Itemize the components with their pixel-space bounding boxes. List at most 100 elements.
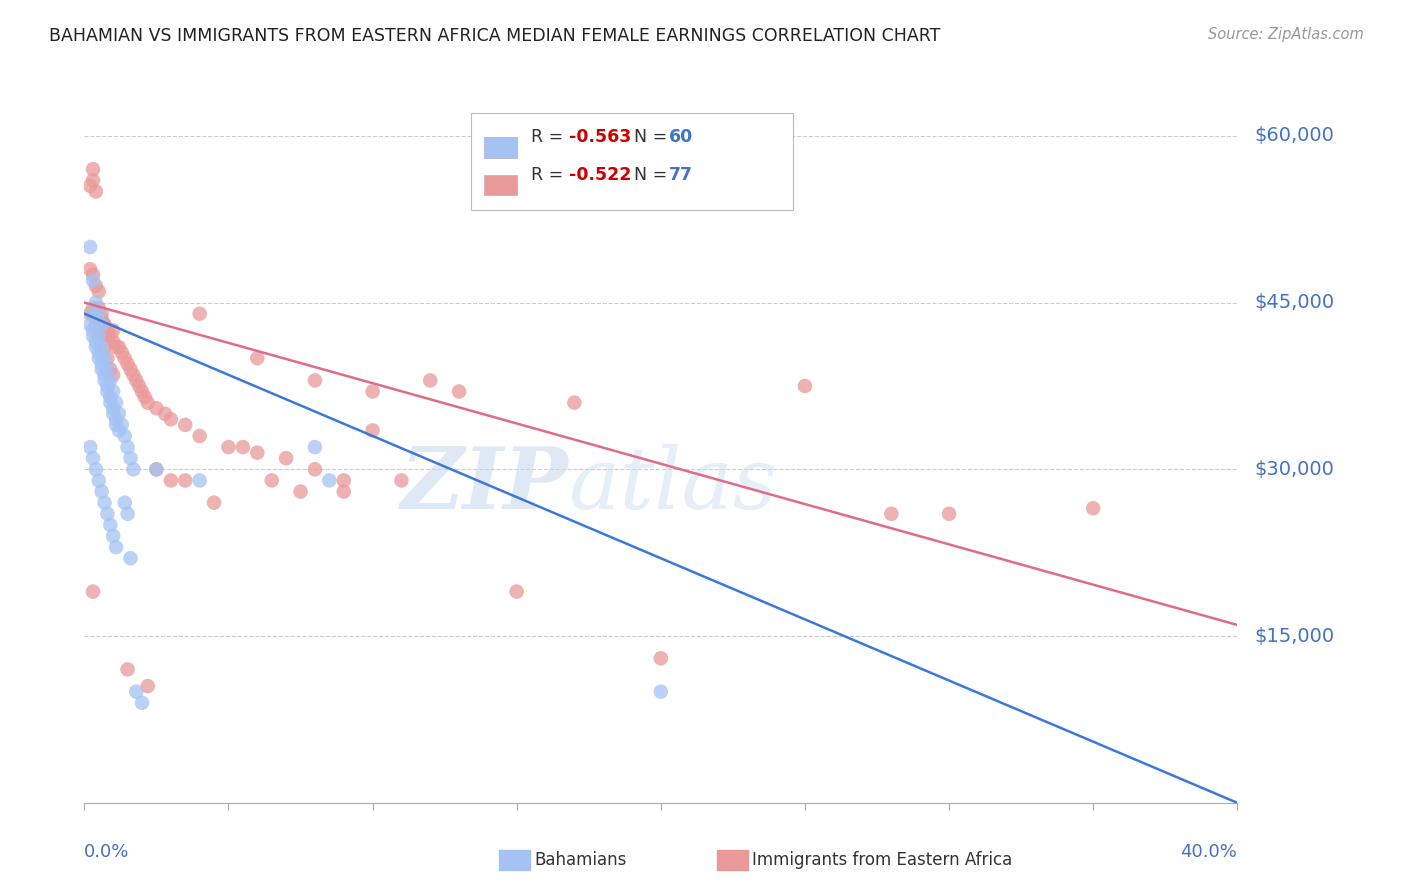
Point [120, 551, 142, 566]
Text: Bahamians: Bahamians [534, 851, 627, 869]
Point [276, 451, 298, 466]
Text: 0.0%: 0.0% [84, 843, 129, 861]
Point [84, 334, 107, 349]
Point [125, 373, 148, 387]
Point [93, 373, 115, 387]
Text: 40.0%: 40.0% [1181, 843, 1237, 861]
Point [218, 440, 240, 454]
Text: R =: R = [530, 166, 568, 184]
Point [96, 323, 118, 337]
Point [93, 318, 115, 332]
Point [96, 384, 118, 399]
Point [79, 240, 101, 254]
Point [333, 484, 356, 499]
Point [108, 340, 131, 354]
Point [650, 684, 672, 698]
Point [98, 390, 121, 404]
Point [96, 379, 118, 393]
Point [96, 329, 118, 343]
Point [202, 496, 225, 510]
Text: ZIP: ZIP [401, 443, 568, 526]
Point [114, 429, 136, 443]
Point [103, 407, 124, 421]
Point [114, 351, 136, 366]
Point [122, 462, 145, 476]
Point [90, 357, 112, 371]
Point [122, 368, 145, 382]
Point [82, 173, 104, 187]
Point [82, 307, 104, 321]
Point [96, 362, 118, 376]
Point [87, 345, 110, 359]
Point [145, 462, 167, 476]
Point [246, 351, 269, 366]
Point [136, 679, 159, 693]
Point [120, 362, 142, 376]
Text: Immigrants from Eastern Africa: Immigrants from Eastern Africa [752, 851, 1012, 869]
Point [87, 329, 110, 343]
Point [79, 440, 101, 454]
Point [84, 295, 107, 310]
Point [90, 329, 112, 343]
Point [145, 462, 167, 476]
Point [84, 318, 107, 332]
Point [103, 401, 124, 416]
Text: $30,000: $30,000 [1254, 460, 1334, 479]
Point [304, 373, 326, 387]
Point [98, 329, 121, 343]
Point [304, 440, 326, 454]
Point [98, 373, 121, 387]
Point [108, 424, 131, 438]
Point [564, 395, 586, 409]
Point [153, 407, 176, 421]
Point [136, 395, 159, 409]
Text: 77: 77 [669, 166, 693, 184]
Point [111, 345, 134, 359]
Point [117, 507, 139, 521]
Point [84, 462, 107, 476]
Point [125, 684, 148, 698]
Text: R =: R = [530, 128, 568, 146]
Point [96, 507, 118, 521]
Point [84, 318, 107, 332]
Point [82, 451, 104, 466]
Text: $45,000: $45,000 [1254, 293, 1334, 312]
Point [98, 395, 121, 409]
Point [87, 285, 110, 299]
Text: N =: N = [634, 128, 673, 146]
Point [449, 384, 471, 399]
Point [90, 340, 112, 354]
Point [160, 474, 183, 488]
Text: $15,000: $15,000 [1254, 626, 1334, 646]
FancyBboxPatch shape [471, 112, 793, 211]
Point [174, 417, 197, 432]
Point [87, 301, 110, 315]
Point [880, 507, 903, 521]
Point [105, 340, 128, 354]
Point [128, 379, 150, 393]
Point [79, 318, 101, 332]
Point [103, 334, 124, 349]
Point [93, 496, 115, 510]
Point [117, 440, 139, 454]
Point [90, 312, 112, 326]
Point [174, 474, 197, 488]
Point [82, 162, 104, 177]
Point [84, 312, 107, 326]
Point [82, 329, 104, 343]
Point [1083, 501, 1105, 516]
Point [131, 696, 153, 710]
Point [90, 318, 112, 332]
Point [79, 307, 101, 321]
Text: atlas: atlas [568, 443, 778, 526]
Point [105, 417, 128, 432]
Point [93, 351, 115, 366]
Point [120, 451, 142, 466]
Point [82, 584, 104, 599]
Point [134, 390, 156, 404]
Text: -0.522: -0.522 [568, 166, 631, 184]
Point [82, 323, 104, 337]
Point [98, 362, 121, 376]
Point [87, 307, 110, 321]
Point [87, 318, 110, 332]
